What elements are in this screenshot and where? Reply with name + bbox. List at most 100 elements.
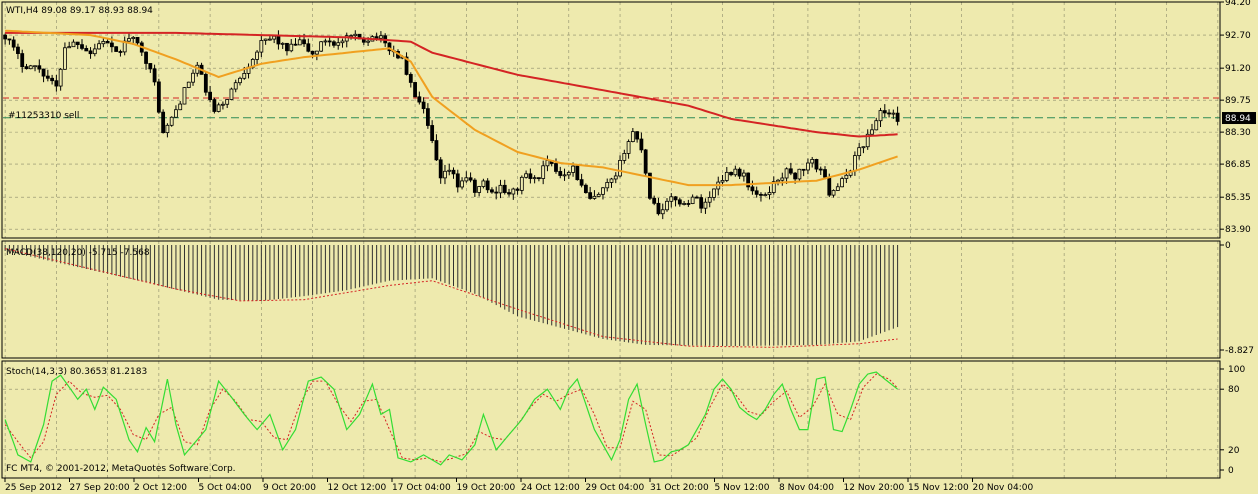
time-tick-label: 19 Oct 20:00: [457, 483, 516, 493]
candle-body: [41, 68, 46, 77]
candle-body: [289, 43, 294, 52]
stoch-tick-label: 0: [1228, 466, 1234, 476]
time-tick-label: 5 Nov 12:00: [715, 483, 770, 493]
candle-body: [144, 51, 148, 64]
macd-panel[interactable]: 0 -8.827 MACD(38,120,20) -5.715 -7.568: [4, 241, 1254, 358]
time-tick-label: 25 Sep 2012: [5, 483, 62, 493]
order-label: #11253310 sell: [8, 111, 79, 121]
candle-body: [7, 38, 12, 41]
candle-body: [109, 42, 114, 48]
panel-frames: [1, 1, 1221, 479]
macd-tick-label: 0: [1225, 241, 1231, 251]
candle-body: [88, 50, 93, 55]
ma-slow-line: [5, 31, 898, 138]
candle-body: [545, 160, 550, 167]
candle-body: [71, 41, 76, 48]
candle-body: [443, 170, 447, 179]
time-tick-label: 20 Nov 04:00: [973, 483, 1034, 493]
candle-body: [413, 82, 417, 98]
candle-body: [601, 187, 605, 195]
candle-body: [165, 124, 170, 134]
candle-body: [788, 168, 793, 174]
candle-body: [537, 177, 541, 180]
candle-body: [759, 193, 763, 196]
candle-body: [835, 186, 840, 191]
candle-body: [178, 103, 183, 111]
candle-body: [314, 50, 319, 55]
candle-body: [891, 112, 896, 115]
candle-body: [447, 169, 452, 172]
candle-body: [148, 63, 153, 70]
candle-body: [532, 177, 537, 180]
candle-body: [870, 129, 874, 135]
price-tick-label: 83.90: [1225, 225, 1251, 235]
candle-body: [374, 36, 379, 39]
candle-body: [191, 72, 195, 83]
candle-body: [332, 41, 336, 46]
candle-body: [771, 181, 776, 193]
candle-body: [793, 172, 798, 180]
candle-body: [541, 165, 546, 179]
candle-body: [272, 35, 277, 40]
candle-body: [665, 200, 669, 211]
current-price-label: 88.94: [1225, 114, 1251, 124]
candle-body: [528, 173, 533, 179]
price-panel[interactable]: 94.20 92.70 91.20 89.75 88.30 86.85 85.35 83.90…: [3, 0, 1256, 238]
candle-body: [861, 146, 866, 149]
time-tick-label: 29 Oct 04:00: [586, 483, 645, 493]
candle-body: [750, 186, 755, 192]
price-tick-label: 85.35: [1225, 193, 1251, 203]
candle-body: [814, 159, 819, 170]
candle-body: [63, 47, 67, 70]
price-axis-ticks: 94.20 92.70 91.20 89.75 88.30 86.85 85.35 83.90: [1220, 0, 1251, 235]
candle-body: [797, 168, 802, 180]
candle-body: [118, 51, 123, 53]
candle-body: [156, 81, 161, 113]
stoch-tick-label: 100: [1228, 365, 1245, 375]
candle-body: [310, 50, 315, 55]
candle-body: [58, 68, 63, 87]
candle-body: [464, 177, 469, 182]
time-tick-label: 31 Oct 20:00: [650, 483, 709, 493]
candle-body: [660, 209, 665, 215]
candle-body: [366, 40, 371, 43]
stoch-tick-label: 80: [1228, 385, 1240, 395]
candle-body: [182, 87, 187, 105]
macd-signal-line: [4, 248, 898, 348]
candle-body: [336, 42, 341, 46]
candle-body: [511, 188, 516, 195]
copyright-text: FC MT4, © 2001-2012, MetaQuotes Software…: [6, 464, 236, 474]
candle-body: [131, 36, 136, 39]
candle-body: [472, 179, 477, 193]
candle-body: [425, 108, 430, 126]
stoch-panel[interactable]: 100 80 20 0 Stoch(14,3,3) 80.3653 81.2183 F…: [3, 361, 1245, 478]
candle-body: [609, 178, 614, 183]
candle-body: [703, 201, 708, 209]
candle-body: [695, 196, 699, 199]
time-tick-label: 2 Oct 12:00: [134, 483, 187, 493]
candle-body: [784, 168, 789, 179]
candle-body: [827, 176, 832, 196]
candle-body: [686, 203, 691, 205]
candle-body: [626, 141, 631, 154]
candle-body: [874, 120, 879, 131]
candle-body: [583, 184, 588, 194]
candle-body: [613, 175, 618, 180]
stoch-lines: [4, 371, 898, 466]
candle-body: [823, 169, 827, 178]
candle-body: [579, 179, 584, 186]
candle-body: [507, 192, 511, 195]
candle-body: [724, 171, 729, 181]
candle-body: [114, 46, 119, 52]
candle-body: [677, 199, 682, 205]
candle-body: [746, 172, 751, 188]
macd-signal-line: [4, 248, 898, 348]
candle-body: [451, 169, 456, 175]
time-tick-label: 24 Oct 12:00: [521, 483, 580, 493]
candle-body: [554, 163, 558, 172]
candle-body: [853, 155, 857, 172]
candle-body: [776, 179, 780, 183]
candle-body: [221, 103, 225, 106]
candle-body: [669, 196, 674, 202]
